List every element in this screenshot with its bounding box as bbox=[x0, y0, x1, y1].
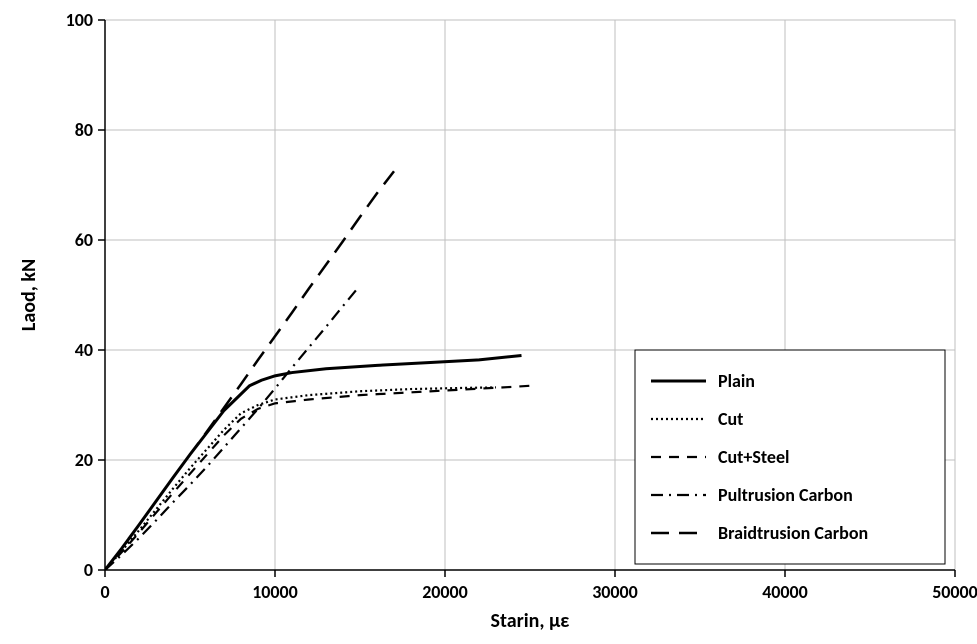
legend-label: Cut bbox=[718, 408, 743, 430]
y-tick-label: 0 bbox=[84, 559, 93, 581]
x-tick-label: 50000 bbox=[932, 581, 977, 603]
y-tick-label: 60 bbox=[75, 229, 93, 251]
y-tick-label: 100 bbox=[66, 9, 93, 31]
y-tick-label: 80 bbox=[75, 119, 93, 141]
x-tick-label: 40000 bbox=[762, 581, 808, 603]
y-axis-title: Laod, kN bbox=[17, 259, 41, 331]
legend-label: Plain bbox=[718, 370, 755, 392]
load-strain-chart: 0 10000 20000 30000 40000 50000 0 20 40 60 80 100 St… bbox=[0, 0, 977, 639]
x-tick-label: 20000 bbox=[422, 581, 468, 603]
legend-label: Pultrusion Carbon bbox=[718, 484, 853, 506]
legend-label: Braidtrusion Carbon bbox=[718, 522, 868, 544]
legend: Plain Cut Cut+Steel Pultrusion Carbon Braidt… bbox=[635, 350, 945, 564]
y-tick-label: 20 bbox=[75, 449, 93, 471]
y-tick-label: 40 bbox=[75, 339, 93, 361]
x-tick-label: 30000 bbox=[592, 581, 638, 603]
chart-container: 0 10000 20000 30000 40000 50000 0 20 40 60 80 100 St… bbox=[0, 0, 977, 639]
x-axis-title: Starin, με bbox=[491, 609, 570, 633]
x-tick-label: 10000 bbox=[252, 581, 298, 603]
legend-label: Cut+Steel bbox=[718, 446, 789, 468]
x-tick-label: 0 bbox=[100, 581, 109, 603]
